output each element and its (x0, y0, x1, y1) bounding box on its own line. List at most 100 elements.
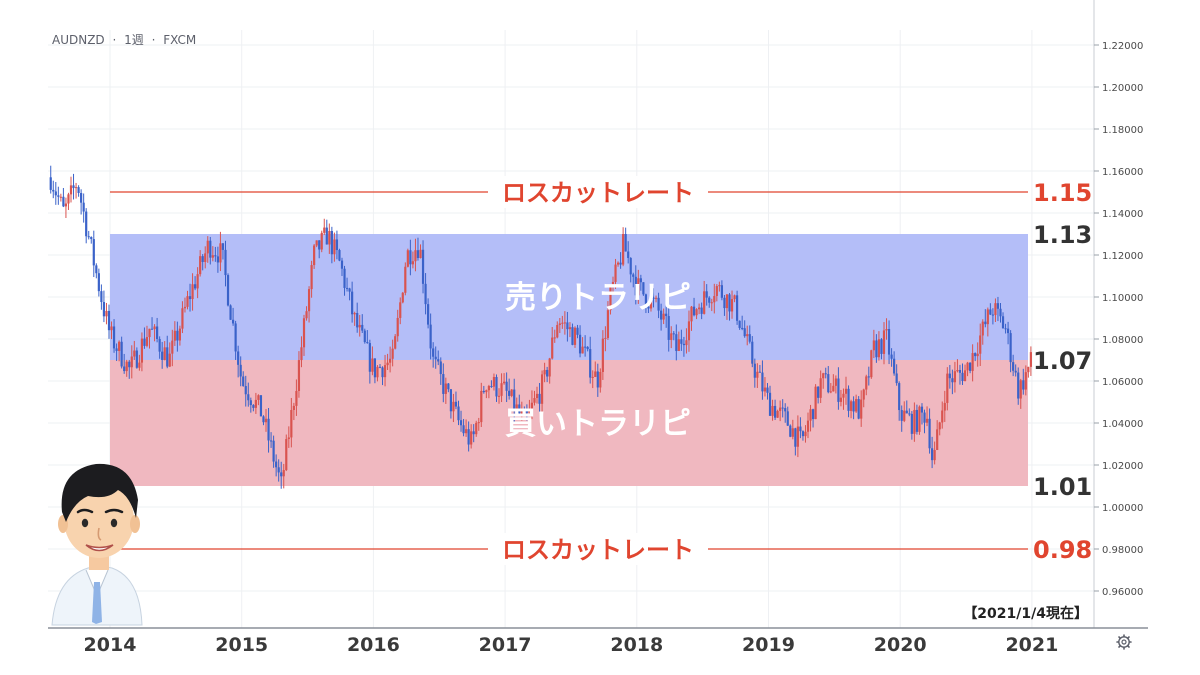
candle-body (168, 353, 171, 367)
candle-body (118, 341, 121, 351)
candle-body (315, 240, 318, 246)
candle-body (87, 236, 90, 238)
interval-label[interactable]: 1週 (124, 33, 144, 47)
candle-body (776, 410, 779, 418)
candle-body (672, 333, 675, 335)
candle-body (599, 372, 602, 388)
candle-body (566, 322, 569, 330)
candle-body (345, 287, 349, 289)
candle-body (971, 353, 974, 371)
candle-body (454, 401, 458, 407)
y-axis: 1.22000 1.20000 1.18000 1.16000 1.14000 1.120… (1093, 0, 1143, 628)
candle-body (961, 372, 964, 382)
candle-body (386, 362, 389, 366)
candle-body (725, 294, 729, 309)
candle-body (614, 264, 617, 282)
candle-body (581, 346, 584, 354)
candle-body (893, 358, 896, 374)
candle-body (746, 334, 749, 337)
candle-body (515, 404, 518, 411)
trade-zones (110, 234, 1028, 486)
candle-body (849, 401, 853, 411)
candle-body (214, 255, 217, 257)
candle-body (622, 234, 625, 265)
candle-body (290, 410, 293, 438)
candle-body (905, 410, 908, 414)
candle-body (1014, 370, 1017, 373)
candle-body (502, 381, 506, 384)
candle-body (1001, 316, 1005, 329)
candle-body (872, 340, 875, 351)
candle-body (708, 297, 711, 303)
x-axis: 2014 2015 2016 2017 2018 2019 2020 2021 (48, 627, 1148, 656)
candle-body (221, 243, 225, 250)
y-tick-label: 1.02000 (1102, 461, 1143, 472)
candle-body (74, 187, 78, 189)
candle-body (102, 302, 106, 317)
candle-body (125, 361, 128, 372)
candle-body (956, 370, 959, 372)
candle-body (110, 326, 113, 331)
candle-body (637, 278, 640, 296)
level-labels: 1.15 1.13 1.07 1.01 0.98 (1033, 179, 1092, 564)
candle-body (444, 383, 447, 394)
candle-body (485, 390, 488, 393)
candle-body (361, 324, 364, 331)
candle-body (497, 395, 501, 397)
candle-body (913, 409, 916, 434)
candle-body (979, 335, 982, 354)
candle-body (490, 386, 493, 388)
candle-body (540, 374, 544, 404)
candle-body (376, 366, 379, 378)
candle-body (353, 313, 356, 315)
candle-body (662, 313, 665, 320)
candle-body (492, 377, 496, 387)
candle-body (538, 393, 541, 404)
candle-body (958, 370, 962, 373)
candle-body (115, 348, 118, 351)
candle-body (145, 337, 149, 346)
candle-body (624, 234, 627, 252)
candle-body (224, 249, 227, 276)
candle-body (464, 429, 468, 434)
candle-body (649, 297, 653, 309)
candle-body (247, 394, 250, 401)
candle-body (1009, 333, 1012, 363)
candle-body (589, 349, 592, 378)
candle-body (49, 177, 52, 190)
candle-body (64, 203, 68, 207)
candle-body (366, 342, 369, 344)
candle-body (323, 227, 326, 233)
gear-icon[interactable] (1116, 634, 1132, 650)
candle-body (239, 364, 242, 377)
candle-body (867, 376, 870, 378)
candle-body (976, 353, 979, 357)
candle-body (97, 273, 100, 292)
candle-body (925, 418, 929, 423)
y-tick-label: 0.98000 (1102, 545, 1143, 556)
candle-body (404, 266, 407, 293)
candle-body (318, 240, 321, 250)
candle-body (931, 448, 934, 461)
y-tick-label: 1.12000 (1102, 251, 1143, 262)
candle-body (920, 406, 924, 413)
candle-body (211, 255, 214, 258)
candle-body (966, 362, 969, 371)
candle-body (477, 422, 480, 424)
candle-body (150, 328, 154, 330)
candle-body (480, 390, 483, 423)
losscut-upper-label: ロスカットレート (502, 179, 694, 207)
candle-body (140, 338, 144, 363)
candle-body (852, 401, 855, 412)
candle-body (584, 346, 587, 348)
candle-body (928, 418, 931, 449)
candle-body (77, 187, 80, 193)
candle-body (751, 341, 754, 364)
candle-body (262, 416, 265, 423)
level-middle: 1.07 (1033, 347, 1092, 375)
candle-body (986, 309, 989, 325)
candle-body (862, 389, 865, 400)
candle-body (201, 256, 204, 262)
candle-body (923, 412, 926, 423)
